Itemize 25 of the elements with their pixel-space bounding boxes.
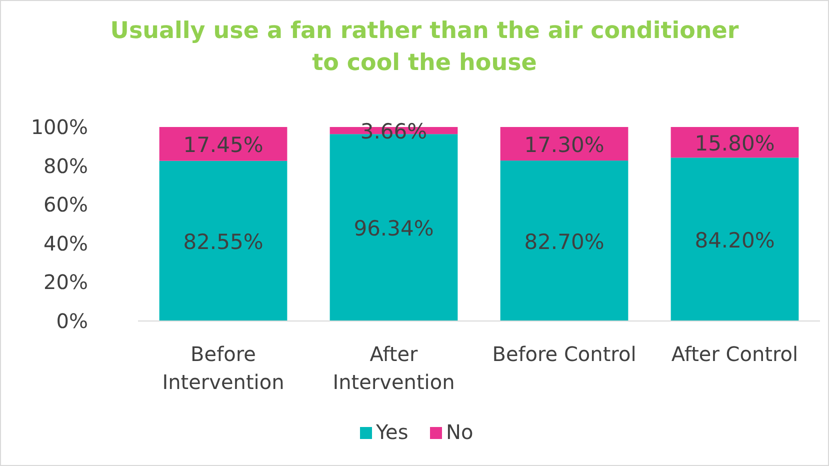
data-label: 15.80% (694, 131, 775, 156)
data-label: 17.30% (524, 132, 604, 157)
bar (159, 160, 288, 321)
legend-label: No (446, 420, 474, 444)
y-tick-label: 40% (44, 231, 88, 256)
data-label: 17.45% (183, 132, 264, 157)
y-tick-label: 0% (56, 309, 88, 333)
data-label: 82.55% (183, 230, 264, 254)
y-tick-label: 60% (44, 192, 88, 217)
bar (500, 127, 628, 161)
legend-label: Yes (375, 420, 408, 444)
y-tick-label: 20% (44, 270, 88, 294)
data-label: 82.70% (524, 230, 604, 254)
bar (500, 160, 628, 321)
x-tick-label: Before Intervention (162, 342, 284, 394)
bar (159, 127, 288, 161)
x-tick-label: Before Control (492, 342, 636, 366)
y-tick-label: 80% (44, 154, 88, 178)
x-tick-label: After Control (671, 342, 798, 366)
bar (670, 158, 799, 321)
x-tick-label: After Intervention (332, 342, 455, 394)
chart-title: Usually use a fan rather than the air conditioner to cool the house (110, 18, 740, 76)
data-label: 84.20% (694, 228, 775, 252)
data-label: 96.34% (354, 216, 434, 241)
y-tick-label: 100% (30, 115, 88, 139)
